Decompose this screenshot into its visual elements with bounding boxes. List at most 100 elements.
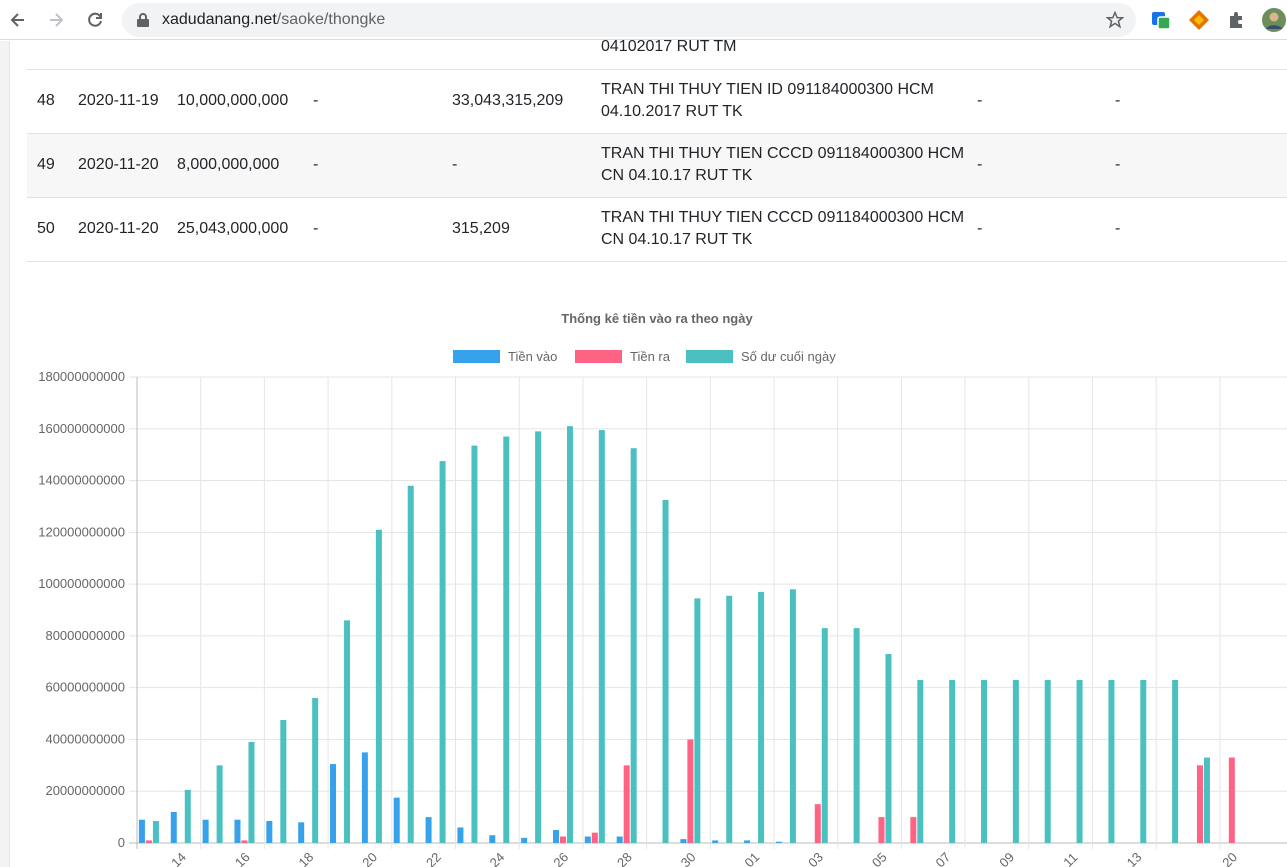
x-tick-label: 30 xyxy=(678,849,699,867)
y-tick-label: 160000000000 xyxy=(38,421,125,436)
extra-cell-b: - xyxy=(1115,197,1287,262)
bar-balance xyxy=(949,679,956,843)
date-cell: 2020-11-20 xyxy=(78,133,177,198)
bar-balance xyxy=(662,499,669,843)
bar-balance xyxy=(630,448,637,843)
bar-in xyxy=(138,819,145,843)
bar-in xyxy=(744,840,751,843)
bar-balance xyxy=(789,589,796,843)
bar-in xyxy=(552,830,559,843)
bar-out xyxy=(591,832,598,843)
x-tick-label: 28 xyxy=(614,849,635,867)
legend-swatch[interactable] xyxy=(686,350,733,363)
lock-icon xyxy=(137,13,149,27)
extensions-button[interactable] xyxy=(1224,7,1250,33)
bar-in xyxy=(425,817,432,843)
bar-balance xyxy=(344,620,351,843)
description-cell: 04102017 RUT TM xyxy=(601,37,737,55)
bar-balance xyxy=(598,430,605,843)
x-tick-label: 18 xyxy=(296,849,317,867)
description-line: CN 04.10.17 RUT TK xyxy=(601,231,753,248)
description-cell: TRAN THI THUY TIEN CCCD 091184000300 HCM… xyxy=(601,197,977,262)
bar-out xyxy=(687,739,694,843)
y-tick-label: 60000000000 xyxy=(45,680,125,695)
date-cell: 2020-11-19 xyxy=(78,69,177,134)
bar-in xyxy=(521,837,528,843)
bar-out xyxy=(878,817,885,843)
bar-balance xyxy=(280,720,287,843)
bar-balance xyxy=(1108,679,1115,843)
description-line: 04.10.2017 RUT TK xyxy=(601,103,743,120)
y-tick-label: 0 xyxy=(118,835,125,850)
star-icon[interactable] xyxy=(1106,11,1124,29)
table-row: 49 2020-11-20 8,000,000,000 - - TRAN THI… xyxy=(27,133,1287,198)
extension-diamond-button[interactable] xyxy=(1186,7,1212,33)
x-tick-label: 16 xyxy=(232,849,253,867)
y-tick-label: 140000000000 xyxy=(38,473,125,488)
forward-arrow-icon xyxy=(50,13,64,27)
legend-label[interactable]: Tiền vào xyxy=(508,349,557,364)
bar-out xyxy=(1228,757,1235,843)
legend-swatch[interactable] xyxy=(575,350,622,363)
extra-cell-b: - xyxy=(1115,69,1287,134)
x-tick-label: 14 xyxy=(168,849,189,867)
bar-balance xyxy=(885,654,892,843)
description-line: TRAN THI THUY TIEN CCCD 091184000300 HCM xyxy=(601,209,965,226)
legend-label[interactable]: Số dư cuối ngày xyxy=(741,349,836,364)
x-tick-label: 11 xyxy=(1060,850,1080,867)
bar-balance xyxy=(216,765,223,843)
bar-in xyxy=(234,819,241,843)
browser-toolbar: xadudanang.net/saoke/thongke xyxy=(0,0,1287,40)
bar-in xyxy=(298,822,305,843)
bar-balance xyxy=(1140,679,1147,843)
y-tick-label: 120000000000 xyxy=(38,524,125,539)
bar-out xyxy=(145,840,152,843)
bar-balance xyxy=(1012,679,1019,843)
bar-balance xyxy=(821,628,828,843)
legend-label[interactable]: Tiền ra xyxy=(630,349,671,364)
back-button[interactable] xyxy=(5,7,31,33)
date-cell: 2020-11-20 xyxy=(78,197,177,262)
amount-in-cell: 8,000,000,000 xyxy=(177,133,313,198)
x-tick-label: 26 xyxy=(550,849,571,867)
y-tick-label: 40000000000 xyxy=(45,731,125,746)
extra-cell-a: - xyxy=(977,69,1115,134)
bar-balance xyxy=(375,529,382,843)
bar-out xyxy=(623,765,630,843)
description-cell: TRAN THI THUY TIEN ID 091184000300 HCM 04… xyxy=(601,69,977,134)
bar-out xyxy=(814,804,821,843)
bar-in xyxy=(202,819,209,843)
balance-cell: 33,043,315,209 xyxy=(452,69,601,134)
reload-icon xyxy=(88,12,102,27)
bar-balance xyxy=(726,595,733,843)
bar-balance xyxy=(535,431,542,843)
extra-cell-a: - xyxy=(977,133,1115,198)
forward-button[interactable] xyxy=(43,7,69,33)
x-tick-label: 22 xyxy=(423,849,444,867)
avatar-icon xyxy=(1262,8,1286,32)
amount-in-cell: 10,000,000,000 xyxy=(177,69,313,134)
bar-in xyxy=(712,840,719,843)
bar-balance xyxy=(471,445,478,843)
x-tick-label: 20 xyxy=(1219,849,1240,867)
bar-balance xyxy=(1076,679,1083,843)
bar-balance xyxy=(694,598,701,843)
bar-in xyxy=(775,841,782,843)
bar-out xyxy=(559,836,566,843)
bar-balance xyxy=(1203,757,1210,843)
amount-in-cell: 25,043,000,000 xyxy=(177,197,313,262)
row-number: 48 xyxy=(27,69,78,134)
x-tick-label: 24 xyxy=(487,849,508,867)
puzzle-icon xyxy=(1230,12,1242,28)
address-bar[interactable]: xadudanang.net/saoke/thongke xyxy=(122,3,1136,37)
reload-button[interactable] xyxy=(82,7,108,33)
legend-swatch[interactable] xyxy=(453,350,500,363)
back-arrow-icon xyxy=(10,13,24,27)
bar-balance xyxy=(853,628,860,843)
profile-avatar-button[interactable] xyxy=(1261,7,1287,33)
bar-in xyxy=(393,797,400,843)
bar-balance xyxy=(917,679,924,843)
extension-translate-button[interactable] xyxy=(1148,7,1174,33)
balance-cell: 315,209 xyxy=(452,197,601,262)
x-tick-label: 01 xyxy=(741,849,762,867)
